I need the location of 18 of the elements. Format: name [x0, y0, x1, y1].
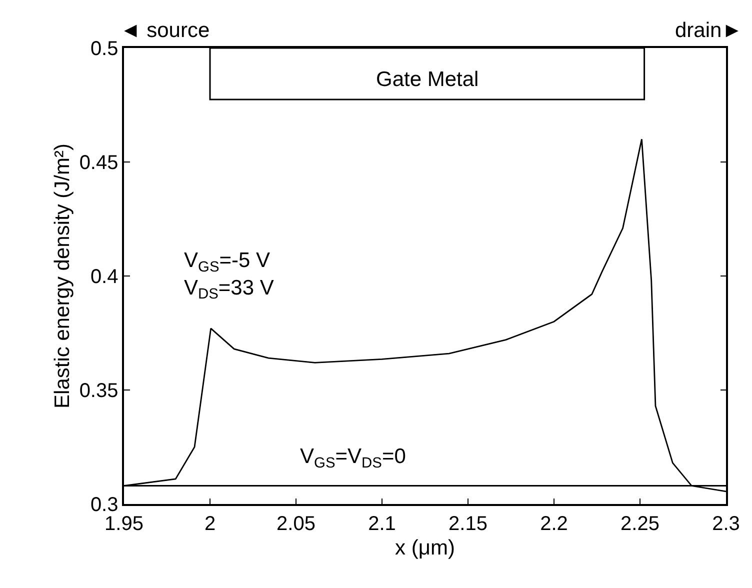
annotation: V$_{GS}$=-5 V V$_{DS}$=33 V [184, 249, 274, 303]
x-tick-label: 2 [204, 512, 216, 535]
y-tick-label: 0.45 [79, 152, 118, 174]
x-tick-label: 2.15 [448, 512, 488, 535]
x-tick-label: 2.1 [368, 512, 396, 535]
text: drain► [675, 19, 742, 42]
y-tick-label: 0.5 [90, 38, 118, 60]
x-tick-label: 2.05 [276, 512, 316, 535]
y-tick-label: 0.35 [79, 380, 118, 402]
x-tick-label: 2.2 [540, 512, 568, 535]
y-tick-label: 0.4 [90, 266, 118, 288]
x-tick-label: 2.3 [712, 512, 740, 535]
y-axis-title: Elastic energy density (J/m²) [50, 144, 74, 408]
x-axis-title: x (μm) [395, 536, 455, 560]
x-tick-label: 2.25 [620, 512, 660, 535]
annotation: V$_{GS}$=V$_{DS}$=0 [300, 445, 406, 472]
band-label: Gate Metal [376, 68, 479, 91]
text: ◄ source [120, 19, 210, 42]
